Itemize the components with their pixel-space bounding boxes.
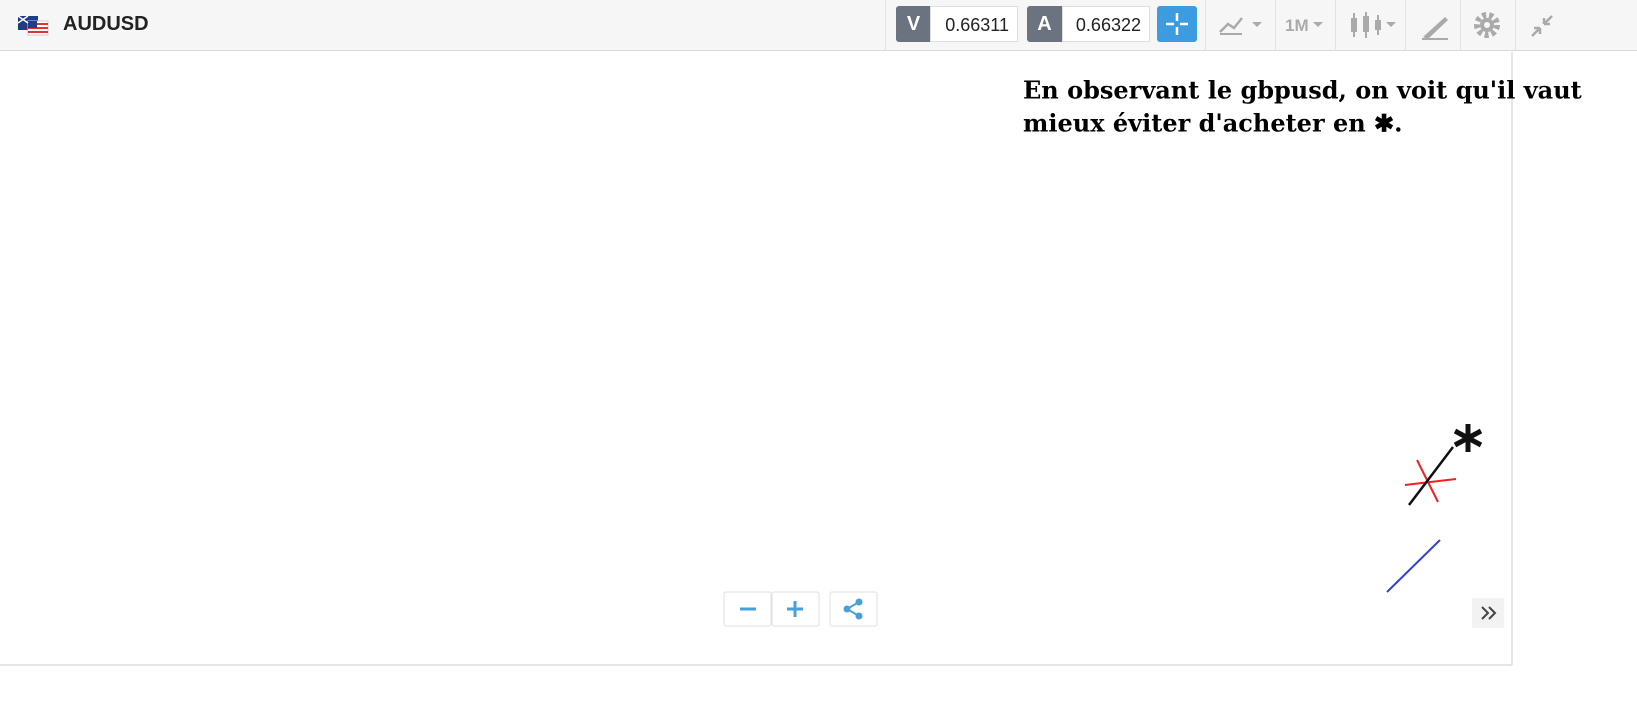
chart-type-button[interactable] <box>1218 14 1266 36</box>
bid-price[interactable]: 0.66311 <box>930 6 1018 42</box>
crosshair-button[interactable] <box>1157 6 1197 42</box>
candles-button[interactable] <box>1348 10 1396 40</box>
timeframe[interactable]: 1M <box>1285 16 1309 35</box>
separator <box>1205 0 1206 50</box>
separator <box>1515 0 1516 50</box>
flag-icon <box>18 15 49 36</box>
chart: En observant le gbpusd, on voit qu'il va… <box>0 52 1582 666</box>
symbol: AUDUSD <box>63 13 149 35</box>
annotation-line: En observant le gbpusd, on voit qu'il va… <box>1023 76 1582 105</box>
separator <box>1275 0 1276 50</box>
ask-price[interactable]: 0.66322 <box>1062 6 1150 42</box>
scroll-right-button[interactable] <box>1472 598 1504 628</box>
toolbar: AUDUSD V 0.66311 A 0.66322 1M <box>0 0 1637 51</box>
settings-button[interactable] <box>1473 11 1501 39</box>
annotation-line: mieux éviter d'acheter en ✱. <box>1023 109 1403 138</box>
drawing <box>1386 424 1483 593</box>
draw-button[interactable] <box>1420 12 1450 40</box>
dropdown-arrow[interactable] <box>1312 14 1326 36</box>
separator <box>1460 0 1461 50</box>
zoom-controls[interactable] <box>723 591 878 627</box>
collapse-button[interactable] <box>1528 12 1556 40</box>
separator <box>1335 0 1336 50</box>
separator <box>1405 0 1406 50</box>
ask-label[interactable]: A <box>1027 6 1062 42</box>
bid-label[interactable]: V <box>896 6 931 42</box>
separator <box>885 0 886 50</box>
